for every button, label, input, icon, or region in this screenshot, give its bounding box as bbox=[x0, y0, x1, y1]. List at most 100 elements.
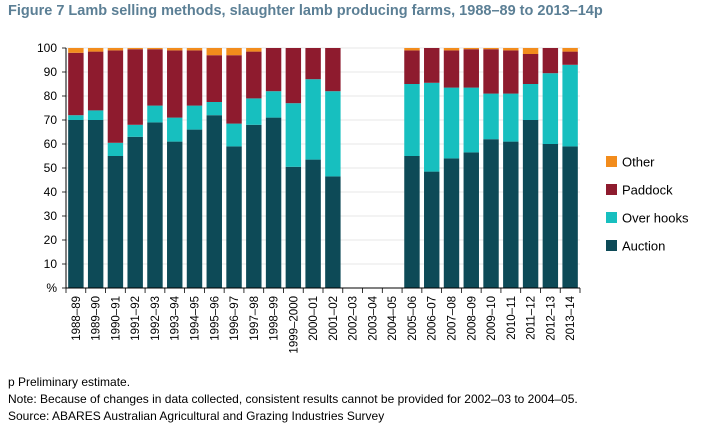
legend-swatch bbox=[606, 212, 617, 223]
footnote-data-change: Note: Because of changes in data collect… bbox=[8, 392, 578, 406]
x-tick-label: 1993–94 bbox=[170, 295, 182, 340]
x-tick-label: 2001–02 bbox=[328, 296, 340, 341]
legend-swatch bbox=[606, 184, 617, 195]
x-tick-label: 1989–90 bbox=[91, 296, 103, 341]
bar-other bbox=[443, 48, 460, 51]
bar-over-hooks bbox=[147, 105, 163, 123]
bar-other bbox=[147, 48, 163, 50]
y-tick-label: 100 bbox=[37, 41, 57, 55]
bar-paddock bbox=[522, 54, 539, 84]
bars bbox=[68, 48, 578, 289]
bar-other bbox=[68, 48, 84, 53]
bar-over-hooks bbox=[522, 84, 539, 120]
bar-over-hooks bbox=[206, 102, 222, 116]
x-tick-label: 1992–93 bbox=[150, 296, 162, 341]
y-tick-label: 40 bbox=[44, 185, 58, 199]
y-tick-label: 50 bbox=[44, 161, 58, 175]
bar-over-hooks bbox=[167, 117, 183, 142]
bar-other bbox=[562, 48, 578, 52]
bar-over-hooks bbox=[463, 87, 479, 153]
bar-paddock bbox=[305, 48, 321, 80]
y-tick-label: 10 bbox=[44, 257, 58, 271]
bar-other bbox=[127, 48, 143, 50]
x-tick-label: 2012–13 bbox=[545, 296, 557, 341]
bar-paddock bbox=[87, 51, 104, 111]
legend-swatch bbox=[606, 156, 617, 167]
bar-auction bbox=[107, 156, 124, 288]
bar-paddock bbox=[147, 49, 163, 106]
bar-other bbox=[87, 48, 104, 52]
bar-auction bbox=[503, 141, 519, 288]
y-tick-label: 20 bbox=[44, 233, 58, 247]
x-tick-label: 2007–08 bbox=[447, 296, 459, 341]
bar-other bbox=[107, 48, 124, 51]
bar-over-hooks bbox=[305, 79, 321, 160]
x-tick-label: 1998–99 bbox=[269, 296, 281, 341]
bar-paddock bbox=[562, 51, 578, 65]
bar-auction bbox=[325, 176, 341, 288]
x-tick-label: 1991–92 bbox=[130, 296, 142, 341]
bar-auction bbox=[305, 159, 321, 288]
bar-auction bbox=[562, 146, 578, 288]
bar-auction bbox=[542, 144, 559, 288]
footnote-preliminary: p Preliminary estimate. bbox=[8, 375, 131, 389]
bar-other bbox=[226, 48, 242, 56]
x-tick-label: 2003–04 bbox=[367, 295, 379, 340]
x-tick-label: 1988–89 bbox=[71, 296, 83, 341]
x-tick-label: 1997–98 bbox=[249, 296, 261, 341]
bar-over-hooks bbox=[285, 103, 302, 167]
bar-over-hooks bbox=[107, 142, 124, 156]
bar-auction bbox=[167, 141, 183, 288]
axes bbox=[62, 47, 581, 293]
x-tick-label: 2000–01 bbox=[308, 296, 320, 341]
bar-paddock bbox=[463, 49, 479, 88]
bar-over-hooks bbox=[503, 93, 519, 142]
bar-other bbox=[186, 48, 203, 51]
bar-over-hooks bbox=[87, 110, 104, 120]
legend-label: Auction bbox=[622, 239, 665, 254]
bar-other bbox=[246, 48, 262, 52]
legend-label: Paddock bbox=[622, 183, 673, 198]
bar-other bbox=[483, 48, 499, 50]
bar-other bbox=[167, 48, 183, 51]
bar-over-hooks bbox=[443, 87, 460, 159]
bar-paddock bbox=[107, 50, 124, 143]
bar-auction bbox=[424, 171, 440, 288]
legend-label: Over hooks bbox=[622, 211, 689, 226]
bar-auction bbox=[246, 124, 262, 288]
bar-over-hooks bbox=[127, 124, 143, 137]
bar-paddock bbox=[206, 55, 222, 102]
bar-paddock bbox=[424, 48, 440, 83]
x-tick-label: 1994–95 bbox=[190, 296, 202, 341]
y-tick-label: 80 bbox=[44, 89, 58, 103]
bar-over-hooks bbox=[265, 91, 282, 118]
y-tick-label: 90 bbox=[44, 65, 58, 79]
y-tick-label: 70 bbox=[44, 113, 58, 127]
bar-paddock bbox=[503, 50, 519, 94]
x-tick-label: 1996–97 bbox=[229, 296, 241, 341]
bar-paddock bbox=[167, 50, 183, 118]
bar-auction bbox=[265, 117, 282, 288]
bar-paddock bbox=[68, 52, 84, 116]
x-tick-label: 2002–03 bbox=[348, 296, 360, 341]
bar-other bbox=[206, 48, 222, 56]
bar-paddock bbox=[542, 48, 559, 74]
bar-auction bbox=[404, 156, 420, 288]
bar-auction bbox=[483, 139, 499, 288]
x-tick-label: 2009–10 bbox=[486, 296, 498, 341]
bar-auction bbox=[443, 158, 460, 288]
bar-over-hooks bbox=[483, 93, 499, 140]
bar-paddock bbox=[285, 48, 302, 104]
bar-paddock bbox=[443, 50, 460, 88]
bar-over-hooks bbox=[226, 123, 242, 147]
bar-auction bbox=[226, 146, 242, 288]
y-tick-label: 30 bbox=[44, 209, 58, 223]
y-tick-label: 60 bbox=[44, 137, 58, 151]
bar-auction bbox=[186, 129, 203, 288]
bar-over-hooks bbox=[325, 91, 341, 177]
bar-paddock bbox=[186, 50, 203, 106]
bar-over-hooks bbox=[246, 98, 262, 125]
x-tick-label: 1999–2000 bbox=[288, 296, 300, 354]
x-tick-label: 1995–96 bbox=[209, 296, 221, 341]
